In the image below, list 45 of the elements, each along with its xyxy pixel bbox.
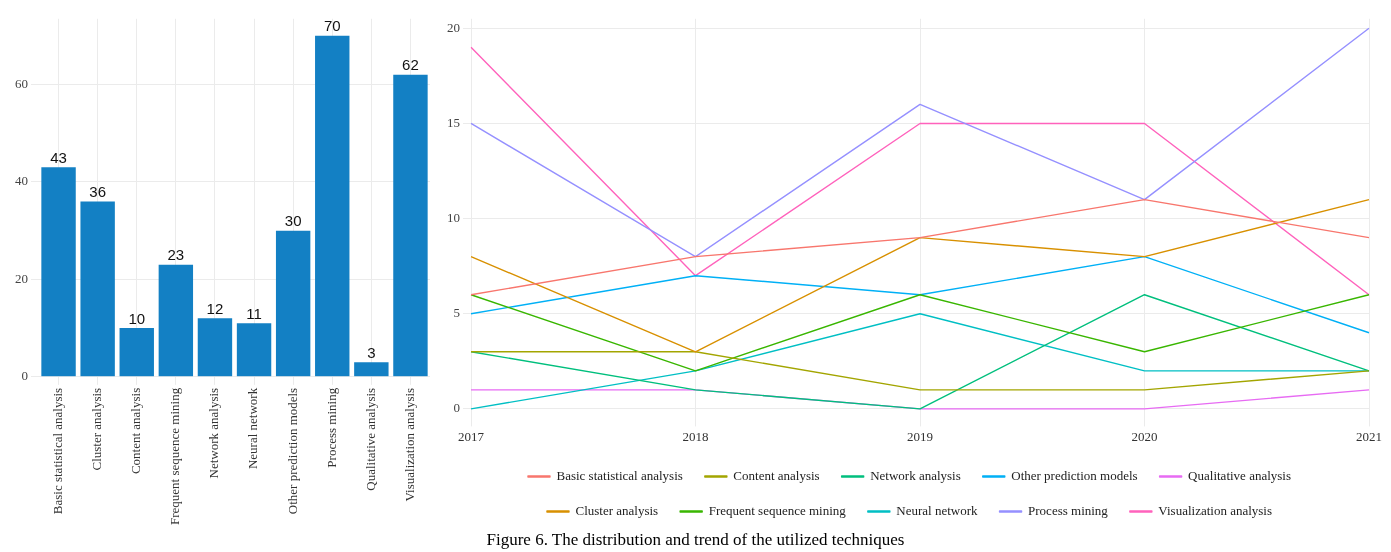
x-tick-label: 2019 [907, 428, 933, 444]
bar [197, 318, 233, 377]
x-tick-label: 2018 [682, 428, 709, 444]
x-tick-label: 2020 [1131, 428, 1158, 444]
x-tick-label: Qualitative analysis [362, 387, 378, 491]
x-tick-label: 2017 [458, 428, 485, 444]
bar [41, 167, 76, 377]
y-tick-label: 15 [447, 114, 460, 130]
x-tick-label: Visualization analysis [401, 387, 417, 502]
data-label: 3 [367, 343, 376, 361]
y-tick-label: 20 [447, 19, 460, 35]
x-tick-label: Network analysis [206, 387, 222, 479]
x-tick-label: Basic statistical analysis [49, 387, 65, 515]
y-tick-label: 40 [15, 173, 28, 189]
x-tick-label: Other prediction models [284, 387, 300, 515]
data-label: 70 [323, 17, 341, 35]
bar [158, 264, 194, 377]
data-label: 62 [402, 56, 419, 74]
caption: Figure 6. The distribution and trend of the utilized techniques [485, 530, 906, 550]
y-tick-label: 10 [447, 210, 460, 226]
data-label: 43 [50, 149, 67, 166]
data-label: 30 [284, 212, 302, 230]
data-label: 11 [246, 304, 262, 322]
x-tick-label: 2021 [1356, 428, 1382, 444]
data-label: 10 [128, 309, 146, 327]
y-tick-label: 20 [15, 270, 28, 286]
bar [315, 35, 350, 377]
bar [80, 201, 115, 377]
x-tick-label: Cluster analysis [89, 387, 105, 471]
y-tick-label: 60 [15, 75, 28, 91]
bar [275, 230, 311, 377]
x-tick-label: Content analysis [128, 387, 144, 475]
bar [236, 323, 272, 377]
bar [393, 74, 428, 377]
data-label: 36 [89, 183, 106, 201]
y-tick-label: 5 [453, 305, 460, 321]
data-label: 23 [167, 246, 185, 264]
x-tick-label: Neural network [245, 387, 261, 470]
data-label: 12 [206, 300, 224, 317]
y-tick-label: 0 [21, 368, 28, 384]
bar [354, 362, 389, 377]
x-tick-label: Frequent sequence mining [167, 387, 183, 525]
bar [119, 328, 154, 377]
y-tick-label: 0 [453, 400, 460, 416]
x-tick-label: Process mining [323, 387, 339, 468]
